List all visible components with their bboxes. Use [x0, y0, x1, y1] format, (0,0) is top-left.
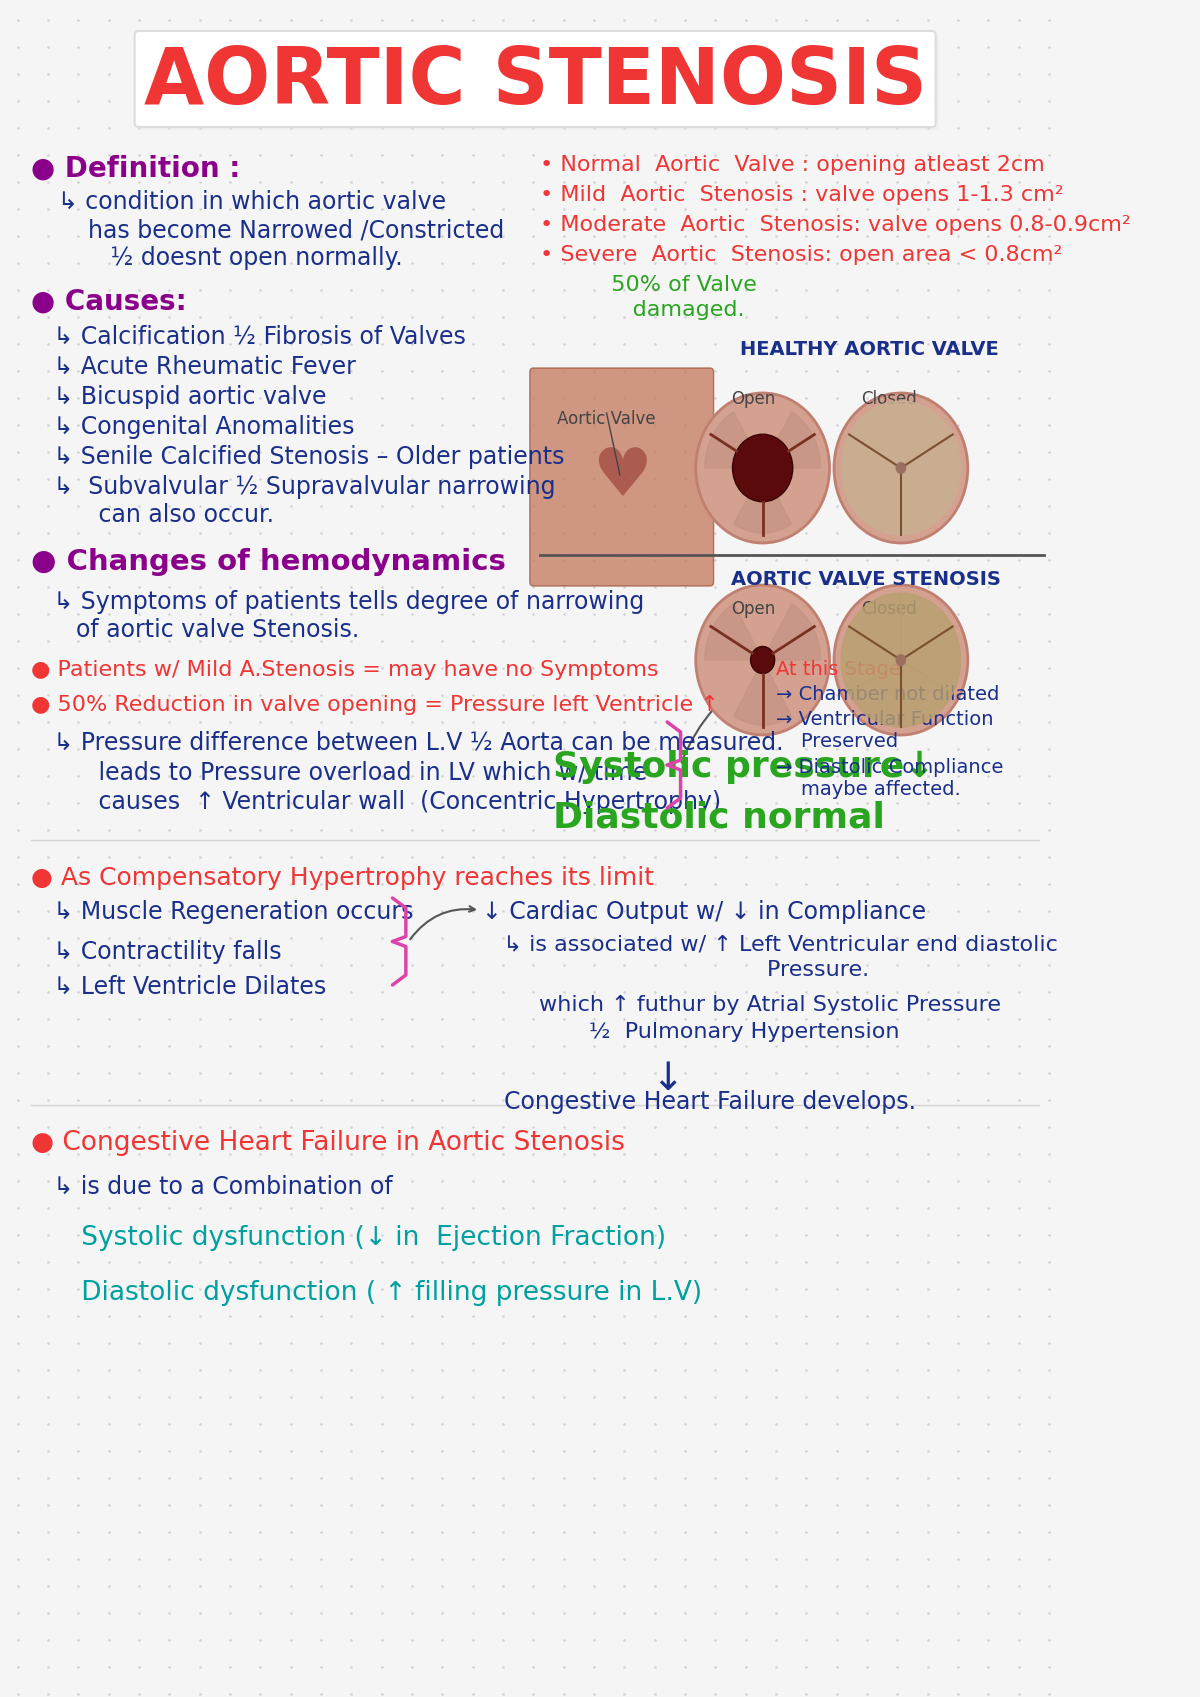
- Polygon shape: [733, 468, 792, 533]
- Text: Closed: Closed: [860, 390, 917, 407]
- Text: ● Congestive Heart Failure in Aortic Stenosis: ● Congestive Heart Failure in Aortic Ste…: [31, 1130, 625, 1156]
- Text: ♥: ♥: [592, 445, 652, 511]
- Text: ↳ is due to a Combination of: ↳ is due to a Combination of: [31, 1174, 392, 1200]
- Text: Closed: Closed: [860, 601, 917, 618]
- Text: maybe affected.: maybe affected.: [776, 781, 961, 799]
- Text: Open: Open: [732, 601, 775, 618]
- Polygon shape: [763, 604, 821, 660]
- Polygon shape: [901, 400, 961, 502]
- Text: leads to Pressure overload in LV which w/ time: leads to Pressure overload in LV which w…: [31, 760, 648, 784]
- Text: • Moderate  Aortic  Stenosis: valve opens 0.8-0.9cm²: • Moderate Aortic Stenosis: valve opens …: [540, 216, 1130, 234]
- Text: Preserved: Preserved: [776, 731, 898, 752]
- Circle shape: [732, 434, 793, 502]
- Text: ↳ Left Ventricle Dilates: ↳ Left Ventricle Dilates: [31, 976, 326, 1000]
- Text: ↳ is associated w/ ↑ Left Ventricular end diastolic: ↳ is associated w/ ↑ Left Ventricular en…: [481, 935, 1057, 955]
- Text: Congestive Heart Failure develops.: Congestive Heart Failure develops.: [504, 1089, 916, 1113]
- FancyBboxPatch shape: [530, 368, 714, 585]
- Text: which ↑ futhur by Atrial Systolic Pressure: which ↑ futhur by Atrial Systolic Pressu…: [481, 994, 1001, 1015]
- Text: ● Definition :: ● Definition :: [31, 154, 240, 183]
- Text: Diastolic normal: Diastolic normal: [553, 799, 884, 833]
- Text: HEALTHY AORTIC VALVE: HEALTHY AORTIC VALVE: [740, 339, 1000, 360]
- Text: has become Narrowed /Constricted: has become Narrowed /Constricted: [58, 217, 504, 243]
- Text: ↳  Subvalvular ½ Supravalvular narrowing: ↳ Subvalvular ½ Supravalvular narrowing: [31, 475, 556, 499]
- Polygon shape: [850, 468, 953, 535]
- Text: can also occur.: can also occur.: [31, 502, 275, 528]
- Text: ↳ Acute Rheumatic Fever: ↳ Acute Rheumatic Fever: [31, 355, 356, 378]
- Text: Open: Open: [732, 390, 775, 407]
- Text: ● As Compensatory Hypertrophy reaches its limit: ● As Compensatory Hypertrophy reaches it…: [31, 865, 654, 889]
- Text: causes  ↑ Ventricular wall  (Concentric Hypertrophy): causes ↑ Ventricular wall (Concentric Hy…: [31, 791, 721, 815]
- Text: of aortic valve Stenosis.: of aortic valve Stenosis.: [31, 618, 360, 641]
- Circle shape: [696, 394, 829, 543]
- Circle shape: [751, 647, 775, 674]
- Text: → Chamber not dilated: → Chamber not dilated: [776, 686, 1000, 704]
- Text: ↳ Contractility falls: ↳ Contractility falls: [31, 940, 282, 964]
- Polygon shape: [733, 660, 792, 725]
- Text: ● Patients w/ Mild A.Stenosis = may have no Symptoms: ● Patients w/ Mild A.Stenosis = may have…: [31, 660, 659, 680]
- Text: ● Causes:: ● Causes:: [31, 288, 187, 316]
- Polygon shape: [850, 660, 953, 726]
- FancyBboxPatch shape: [137, 34, 938, 131]
- FancyBboxPatch shape: [134, 31, 936, 127]
- Text: → Ventricular Function: → Ventricular Function: [776, 709, 994, 730]
- Circle shape: [895, 653, 906, 665]
- Text: • Severe  Aortic  Stenosis: open area < 0.8cm²: • Severe Aortic Stenosis: open area < 0.…: [540, 244, 1062, 265]
- Text: ↳ Muscle Regeneration occurs: ↳ Muscle Regeneration occurs: [31, 899, 414, 923]
- Text: ↳ condition in which aortic valve: ↳ condition in which aortic valve: [58, 190, 446, 214]
- Polygon shape: [763, 412, 821, 468]
- Circle shape: [834, 394, 967, 543]
- Circle shape: [895, 462, 906, 473]
- Text: AORTIC VALVE STENOSIS: AORTIC VALVE STENOSIS: [732, 570, 1001, 589]
- Text: • Mild  Aortic  Stenosis : valve opens 1-1.3 cm²: • Mild Aortic Stenosis : valve opens 1-1…: [540, 185, 1063, 205]
- Text: AORTIC STENOSIS: AORTIC STENOSIS: [144, 44, 926, 120]
- Text: ● Changes of hemodynamics: ● Changes of hemodynamics: [31, 548, 506, 575]
- Polygon shape: [704, 412, 763, 468]
- Text: Pressure.: Pressure.: [481, 961, 869, 979]
- Text: ↳ Calcification ½ Fibrosis of Valves: ↳ Calcification ½ Fibrosis of Valves: [31, 326, 466, 350]
- Text: ↳ Senile Calcified Stenosis – Older patients: ↳ Senile Calcified Stenosis – Older pati…: [31, 445, 565, 468]
- Polygon shape: [841, 592, 901, 694]
- Text: ↓ Cardiac Output w/ ↓ in Compliance: ↓ Cardiac Output w/ ↓ in Compliance: [481, 899, 925, 923]
- Text: → Diastolic Compliance: → Diastolic Compliance: [776, 759, 1003, 777]
- Text: Diastolic dysfunction ( ↑ filling pressure in L.V): Diastolic dysfunction ( ↑ filling pressu…: [31, 1280, 702, 1307]
- Text: ↳ Congenital Anomalities: ↳ Congenital Anomalities: [31, 416, 355, 440]
- Text: ↳ Pressure difference between L.V ½ Aorta can be measured.: ↳ Pressure difference between L.V ½ Aort…: [31, 730, 784, 753]
- Text: At this Stage: At this Stage: [776, 660, 901, 679]
- Text: damaged.: damaged.: [540, 300, 744, 321]
- Polygon shape: [704, 604, 763, 660]
- Text: ↓: ↓: [652, 1061, 684, 1098]
- Polygon shape: [841, 400, 901, 502]
- Circle shape: [834, 585, 967, 735]
- Text: ↳ Symptoms of patients tells degree of narrowing: ↳ Symptoms of patients tells degree of n…: [31, 591, 644, 614]
- Text: • Normal  Aortic  Valve : opening atleast 2cm: • Normal Aortic Valve : opening atleast …: [540, 154, 1044, 175]
- Circle shape: [696, 585, 829, 735]
- Text: ½  Pulmonary Hypertension: ½ Pulmonary Hypertension: [481, 1022, 899, 1042]
- Text: ● 50% Reduction in valve opening = Pressure left Ventricle ↑: ● 50% Reduction in valve opening = Press…: [31, 696, 719, 714]
- Text: ↳ Bicuspid aortic valve: ↳ Bicuspid aortic valve: [31, 385, 326, 409]
- Text: ½ doesnt open normally.: ½ doesnt open normally.: [58, 246, 403, 270]
- Polygon shape: [901, 592, 961, 694]
- Text: Systolic pressure↓: Systolic pressure↓: [553, 750, 935, 784]
- Text: Aortic Valve: Aortic Valve: [558, 411, 656, 428]
- Text: Systolic dysfunction (↓ in  Ejection Fraction): Systolic dysfunction (↓ in Ejection Frac…: [31, 1225, 666, 1251]
- Text: 50% of Valve: 50% of Valve: [540, 275, 756, 295]
